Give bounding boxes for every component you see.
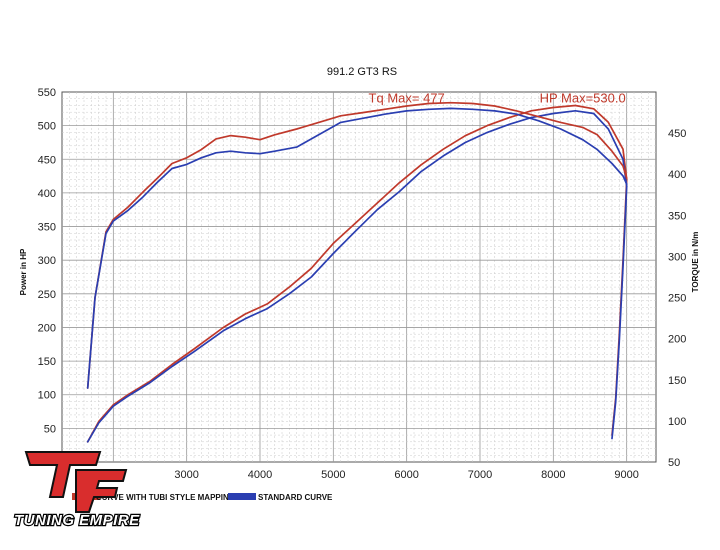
y-tick-label: 300 <box>38 255 56 267</box>
y-tick-label: 450 <box>38 154 56 166</box>
x-tick-label: 9000 <box>614 469 638 481</box>
series-standard-power <box>86 109 628 443</box>
y-tick-label: 50 <box>44 423 56 435</box>
grid-lines <box>62 92 656 462</box>
x-tick-label: 4000 <box>248 469 272 481</box>
tf-logo-icon <box>24 451 128 513</box>
brand-logo: TUNING EMPIRE <box>13 451 141 530</box>
x-tick-label: 6000 <box>394 469 418 481</box>
x-tick-label: 5000 <box>321 469 345 481</box>
annotations: Tq Max= 477 HP Max=530.0 <box>369 91 626 106</box>
y2-tick-label: 450 <box>668 128 686 140</box>
y2-tick-label: 300 <box>668 251 686 263</box>
y-tick-label: 250 <box>38 289 56 301</box>
y2-axis-title: TORQUE in N/m <box>691 232 700 293</box>
x-tick-label: 7000 <box>468 469 492 481</box>
y2-tick-label: 50 <box>668 457 680 469</box>
y2-tick-label: 100 <box>668 416 686 428</box>
max-annotation: Tq Max= 477 <box>369 91 445 106</box>
y-tick-label: 500 <box>38 121 56 133</box>
plot-area: 20003000400050006000700080009000 5010015… <box>38 87 687 481</box>
legend-label-tubi: CURVE WITH TUBI STYLE MAPPING <box>96 493 235 502</box>
y-axis-title: Power in HP <box>19 248 28 295</box>
x-tick-label: 8000 <box>541 469 565 481</box>
y2-tick-label: 200 <box>668 334 686 346</box>
x-tick-label: 3000 <box>174 469 198 481</box>
y2-tick-label: 400 <box>668 169 686 181</box>
y-axis-ticks: 50 100 150 200 250 300 350 400 450 500 550 <box>38 87 56 435</box>
y2-axis-ticks: 50 100 150 200 250 300 350 400 450 <box>668 128 686 469</box>
series-standard-torque <box>86 107 628 389</box>
brand-name: TUNING EMPIRE <box>14 512 140 529</box>
y-tick-label: 100 <box>38 390 56 402</box>
y-tick-label: 350 <box>38 222 56 234</box>
y2-tick-label: 350 <box>668 210 686 222</box>
y2-tick-label: 250 <box>668 293 686 305</box>
legend-label-standard: STANDARD CURVE <box>258 493 333 502</box>
series-lines <box>86 101 628 443</box>
y-tick-label: 200 <box>38 322 56 334</box>
legend-swatch-standard <box>228 493 256 500</box>
y-tick-label: 400 <box>38 188 56 200</box>
y-tick-label: 550 <box>38 87 56 99</box>
series-tubi-torque <box>86 101 628 389</box>
chart-title: 991.2 GT3 RS <box>327 66 397 78</box>
y2-tick-label: 150 <box>668 375 686 387</box>
plot-background <box>61 91 657 463</box>
y-tick-label: 150 <box>38 356 56 368</box>
x-axis-ticks: 20003000400050006000700080009000 <box>101 469 639 481</box>
series-tubi-power <box>86 104 628 443</box>
max-annotation: HP Max=530.0 <box>540 91 626 106</box>
